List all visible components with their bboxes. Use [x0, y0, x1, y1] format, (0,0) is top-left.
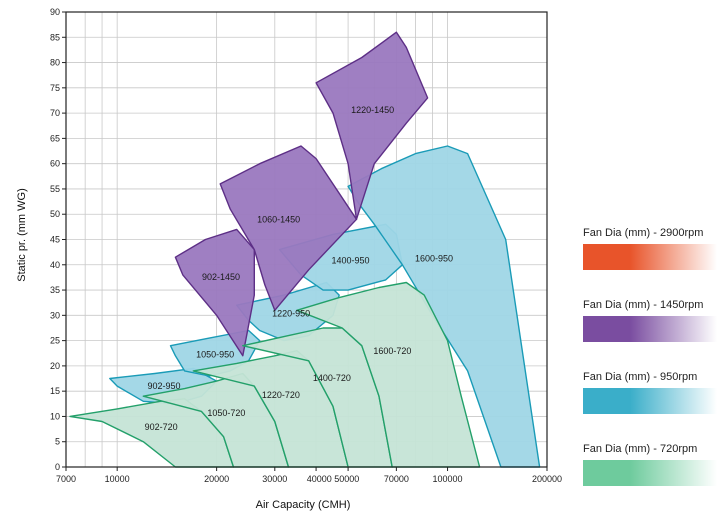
chart-regions: 902-950 1050-950 1220-950 1400-950 1600-950 9…	[69, 31, 541, 468]
y-tick-label: 60	[50, 159, 60, 169]
y-tick-label: 55	[50, 184, 60, 194]
y-tick-label: 70	[50, 108, 60, 118]
y-tick-label: 10	[50, 411, 60, 421]
y-tick-label: 65	[50, 133, 60, 143]
region-902-1450	[174, 228, 255, 357]
x-tick-label: 10000	[105, 474, 130, 484]
region-1220-950	[236, 281, 340, 342]
y-tick-label: 80	[50, 58, 60, 68]
x-tick-label: 40000 50000	[307, 474, 360, 484]
region-1220-1450	[315, 31, 429, 220]
legend: Fan Dia (mm) - 2900rpm Fan Dia (mm) - 14…	[583, 225, 722, 513]
y-tick-label: 5	[55, 437, 60, 447]
region-label-1060-1450: 1060-1450	[257, 215, 300, 225]
y-tick-label: 0	[55, 462, 60, 472]
x-tick-label: 200000	[532, 474, 562, 484]
region-label-1220-720: 1220-720	[262, 390, 300, 400]
y-tick-label: 30	[50, 310, 60, 320]
region-1400-950	[278, 223, 404, 291]
region-label-902-1450: 902-1450	[202, 272, 240, 282]
legend-swatch-1450rpm	[583, 316, 717, 342]
legend-swatch-950rpm	[583, 388, 717, 414]
y-tick-label: 50	[50, 209, 60, 219]
legend-label: Fan Dia (mm) - 1450rpm	[583, 299, 704, 311]
region-label-1400-950: 1400-950	[332, 255, 370, 265]
tick-labels: 0 5 10 15 20 25 30 35 40 45 50 55 60 65 70 75 80 85 90 7000…	[50, 7, 562, 484]
legend-label: Fan Dia (mm) - 950rpm	[583, 371, 698, 383]
legend-item-720rpm: Fan Dia (mm) - 720rpm	[583, 441, 722, 513]
legend-item-950rpm: Fan Dia (mm) - 950rpm	[583, 369, 722, 441]
legend-label: Fan Dia (mm) - 2900rpm	[583, 227, 704, 239]
legend-item-2900rpm: Fan Dia (mm) - 2900rpm	[583, 225, 722, 297]
y-tick-label: 25	[50, 336, 60, 346]
legend-label: Fan Dia (mm) - 720rpm	[583, 443, 698, 455]
region-label-902-950: 902-950	[147, 381, 180, 391]
y-tick-label: 15	[50, 386, 60, 396]
y-axis-title: Static pr. (mm WG)	[16, 188, 28, 282]
region-label-902-720: 902-720	[145, 422, 178, 432]
region-label-1600-720: 1600-720	[373, 346, 411, 356]
region-label-1600-950: 1600-950	[415, 254, 453, 264]
region-label-1220-950: 1220-950	[272, 308, 310, 318]
region-label-1400-720: 1400-720	[313, 373, 351, 383]
legend-swatch-720rpm	[583, 460, 717, 486]
region-1600-720	[296, 281, 481, 468]
region-label-1050-720: 1050-720	[207, 408, 245, 418]
x-tick-label: 70000	[384, 474, 409, 484]
x-tick-label: 20000	[204, 474, 229, 484]
y-tick-label: 35	[50, 285, 60, 295]
y-tick-label: 75	[50, 83, 60, 93]
x-tick-label: 30000	[262, 474, 287, 484]
axes	[62, 11, 548, 471]
legend-item-1450rpm: Fan Dia (mm) - 1450rpm	[583, 297, 722, 369]
legend-swatch-2900rpm	[583, 244, 717, 270]
y-tick-label: 90	[50, 7, 60, 17]
y-tick-label: 85	[50, 32, 60, 42]
region-1060-1450	[219, 145, 358, 311]
x-axis-title: Air Capacity (CMH)	[256, 499, 351, 511]
region-label-1220-1450: 1220-1450	[351, 105, 394, 115]
x-tick-label: 7000	[56, 474, 76, 484]
y-tick-label: 45	[50, 235, 60, 245]
y-tick-label: 20	[50, 361, 60, 371]
y-tick-label: 40	[50, 260, 60, 270]
x-tick-label: 100000	[433, 474, 463, 484]
region-label-1050-950: 1050-950	[196, 349, 234, 359]
